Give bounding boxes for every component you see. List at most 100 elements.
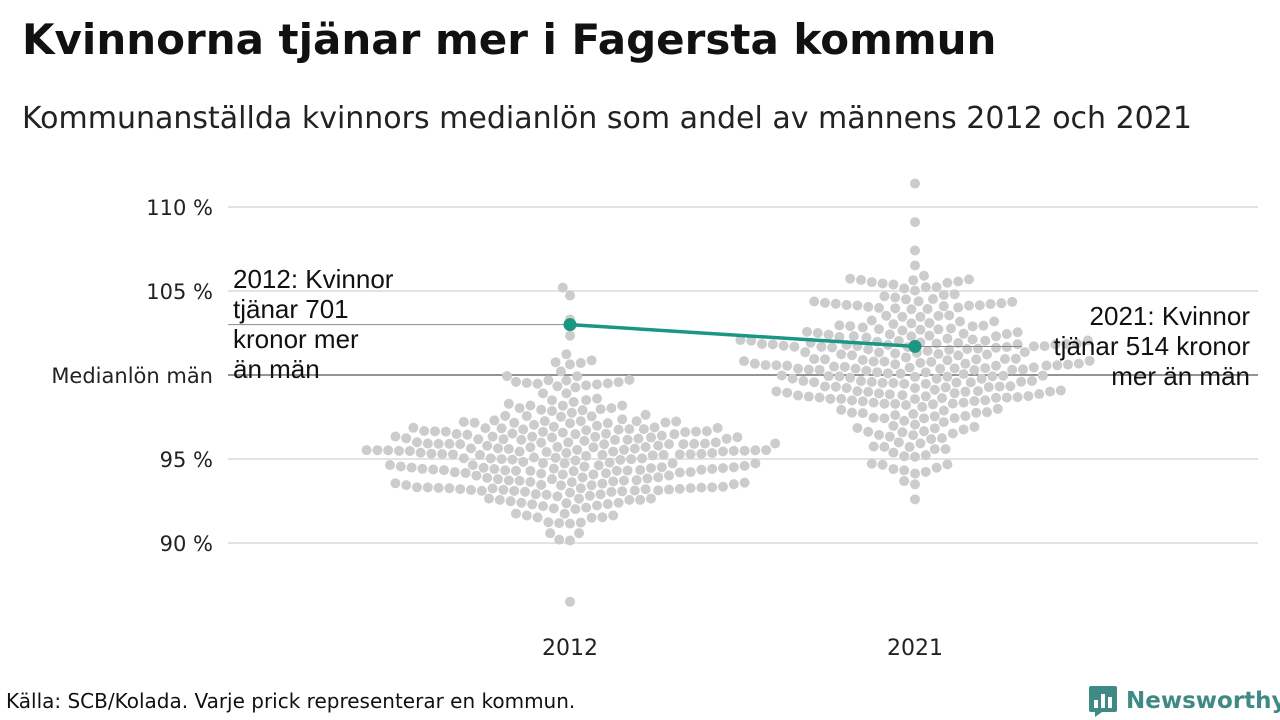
undefined [1082,335,1093,346]
x-tick-label: 2012 [542,636,598,661]
undefined [866,315,877,326]
undefined [982,407,992,418]
undefined [1000,354,1010,365]
undefined [565,290,575,301]
undefined [798,375,809,386]
undefined [998,370,1009,381]
undefined [1012,327,1023,338]
undefined [538,501,548,512]
undefined [991,360,1001,371]
undefined [991,331,1001,342]
x-tick-label: 2021 [887,636,943,661]
undefined [532,378,543,389]
undefined [910,217,920,228]
undefined [897,325,908,336]
undefined [895,368,906,379]
undefined [919,413,929,424]
undefined [561,349,572,360]
undefined [960,386,971,397]
undefined [940,444,951,455]
undefined [910,479,920,490]
undefined [597,478,608,489]
undefined [863,301,874,312]
undefined [586,480,597,491]
undefined [787,373,798,384]
undefined [460,467,471,478]
undefined [879,398,890,409]
undefined [929,444,940,455]
undefined [611,465,622,476]
undefined [789,341,800,352]
undefined [602,499,613,510]
undefined [910,383,920,394]
undefined [502,371,512,382]
undefined [669,429,680,440]
undefined [1050,339,1061,350]
undefined [718,446,728,457]
undefined [782,387,793,398]
undefined [547,395,557,406]
undefined [749,358,760,369]
undefined [1019,347,1030,358]
undefined [803,364,814,375]
undefined [629,443,640,454]
annotation-2021-line: tjänar 514 kronor [1053,331,1250,361]
undefined [827,342,838,353]
undefined [866,458,877,469]
undefined [536,468,547,479]
undefined [899,451,910,462]
undefined [412,482,422,493]
undefined [581,425,592,436]
undefined [1061,339,1072,350]
undefined [823,371,834,382]
undefined [888,464,899,475]
undefined [451,429,462,440]
undefined [530,489,541,500]
undefined [419,426,430,437]
undefined [613,377,624,388]
brand-logo[interactable]: Newsworthy [1088,684,1280,718]
undefined [565,359,575,370]
beeswarm-chart: 90 % 95 % Medianlön män 105 % 110 % 2012 2021 [51,178,1258,661]
undefined [458,453,469,464]
undefined [565,487,575,498]
undefined [646,463,656,474]
undefined [404,445,415,456]
undefined [888,420,899,431]
undefined [767,339,778,350]
undefined [980,395,991,406]
undefined [568,396,579,407]
undefined [973,386,983,397]
undefined [942,333,953,344]
undefined [566,477,577,488]
undefined [565,596,575,607]
undefined [735,335,746,346]
undefined [951,377,962,388]
undefined [511,376,521,387]
undefined [958,328,969,339]
undefined [847,407,857,418]
undefined [592,379,602,390]
undefined [707,482,718,493]
undefined [910,494,920,505]
undefined [944,344,955,355]
undefined [922,345,933,356]
undefined [910,245,920,256]
undefined [863,344,874,355]
undefined [507,454,518,465]
undefined [834,371,845,382]
undefined [866,277,877,288]
undefined [430,426,440,437]
undefined [415,447,426,458]
undefined [866,376,877,387]
undefined [938,301,949,312]
undefined [674,467,685,478]
undefined [520,486,530,497]
undefined [897,390,908,401]
undefined [1055,385,1066,396]
undefined [924,330,935,341]
undefined [521,377,532,388]
undefined [910,468,920,479]
undefined [554,534,565,545]
undefined [561,388,572,399]
